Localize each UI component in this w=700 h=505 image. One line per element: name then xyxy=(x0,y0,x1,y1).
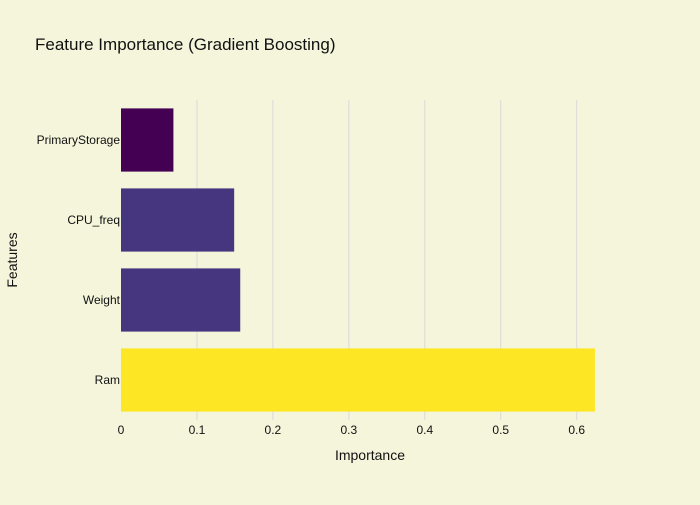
x-tick-label: 0.2 xyxy=(265,423,282,437)
bar-primarystorage[interactable] xyxy=(121,108,174,172)
x-tick-label: 0.5 xyxy=(492,423,509,437)
x-tick-label: 0 xyxy=(118,423,125,437)
y-tick-label: CPU_freq xyxy=(67,213,120,227)
y-axis-title: Features xyxy=(4,232,20,287)
bar-weight[interactable] xyxy=(121,268,241,332)
y-tick-label: Weight xyxy=(83,293,121,307)
x-tick-label: 0.6 xyxy=(568,423,585,437)
y-tick-labels: PrimaryStorage CPU_freq Weight Ram xyxy=(37,133,121,387)
chart-title: Feature Importance (Gradient Boosting) xyxy=(35,35,335,54)
bars xyxy=(121,108,595,412)
bar-cpu-freq[interactable] xyxy=(121,188,235,252)
x-tick-labels: 0 0.1 0.2 0.3 0.4 0.5 0.6 xyxy=(118,423,586,437)
x-tick-label: 0.1 xyxy=(189,423,206,437)
x-axis-title: Importance xyxy=(335,447,405,463)
y-tick-label: Ram xyxy=(95,373,120,387)
bar-ram[interactable] xyxy=(121,348,595,412)
x-tick-label: 0.4 xyxy=(416,423,433,437)
y-tick-label: PrimaryStorage xyxy=(37,133,121,147)
x-tick-label: 0.3 xyxy=(341,423,358,437)
